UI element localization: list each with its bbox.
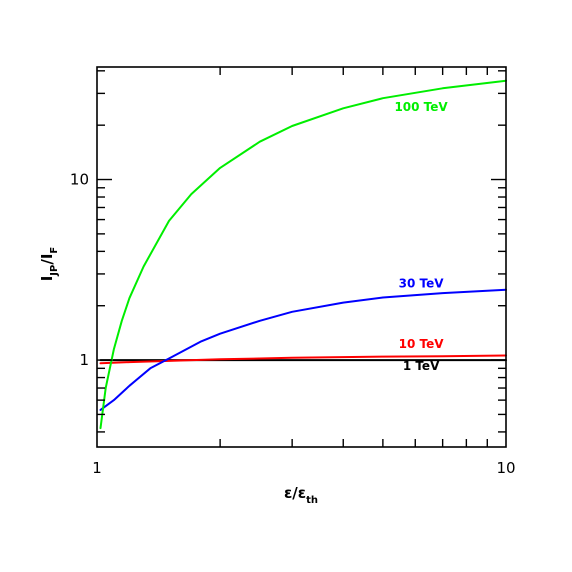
x-axis-label-main: ε/ε [284,484,306,502]
y-tick-label-0: 1 [79,351,89,369]
x-axis-label: ε/εth [284,484,318,506]
y-tick-label-1: 10 [70,171,89,189]
y-axis-label-sub2: F [49,247,60,254]
y-axis-label: IJP/IF [38,247,60,282]
labels-group: 1 10 1 10 1 TeV 10 TeV 30 TeV 100 TeV [70,100,516,477]
y-axis-label-sub1: JP [49,265,60,277]
series-label-2: 30 TeV [399,277,445,291]
ticks-group [97,67,506,447]
y-axis-label-main1: I [38,276,56,282]
curves-group [99,79,507,430]
series-label-3: 100 TeV [394,100,448,114]
series-label-1: 10 TeV [399,337,445,351]
series-label-0: 1 TeV [403,359,440,373]
x-tick-label-0: 1 [92,459,102,477]
y-axis-label-main2: /I [38,254,56,265]
series-line-3 [99,79,507,430]
x-axis-label-sub: th [306,495,318,506]
series-line-1 [99,354,507,365]
x-tick-label-1: 10 [496,459,515,477]
series-line-2 [99,288,507,411]
plot-frame [96,66,507,448]
